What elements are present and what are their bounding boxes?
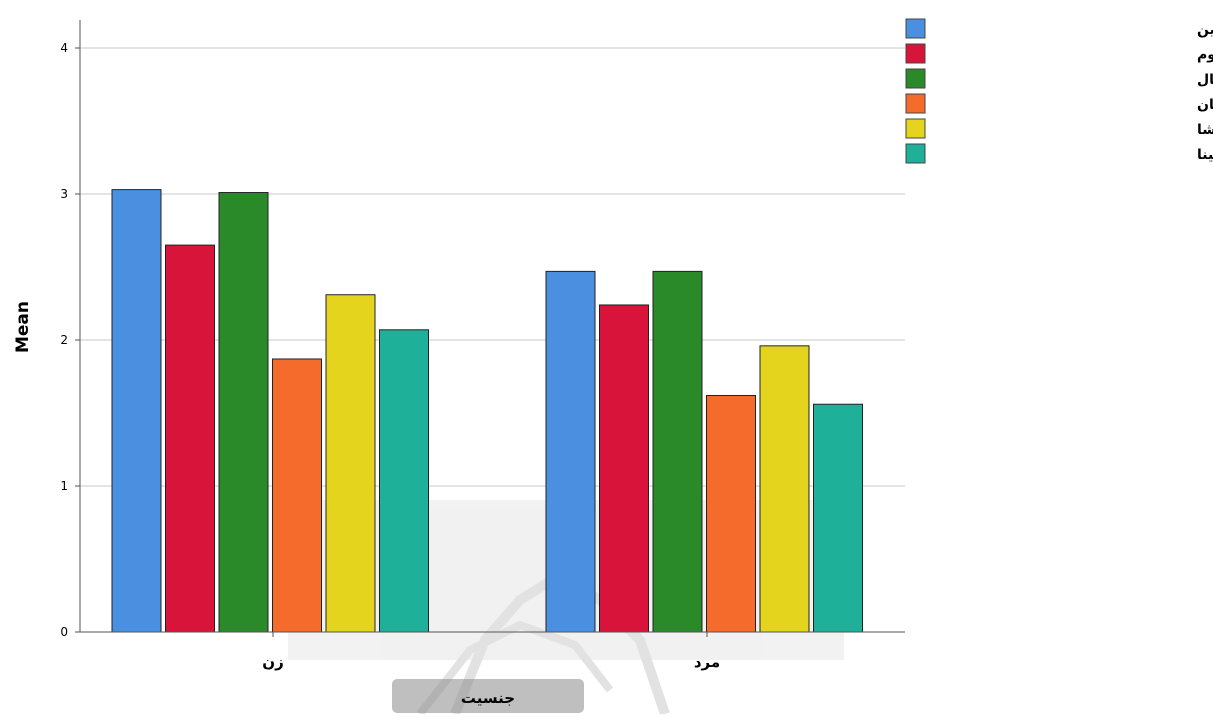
legend-label: مجتمع تجاری گلستان و ایران زمین	[1197, 21, 1213, 38]
x-axis-title: جنسیت	[461, 689, 515, 707]
bar	[325, 294, 376, 633]
x-axis-categories: زن مرد	[262, 632, 720, 671]
y-axis-title: Mean	[13, 301, 33, 353]
bar	[272, 358, 322, 633]
y-tick-label: 0	[60, 625, 68, 639]
legend-swatch	[905, 68, 926, 89]
x-tick-label: زن	[262, 653, 283, 671]
y-tick-label: 2	[60, 333, 68, 347]
legend-swatch	[905, 93, 926, 114]
bar	[813, 403, 863, 633]
legend-label: مجموعه تجاری آبال	[1197, 70, 1213, 88]
bar	[652, 270, 703, 633]
bars	[111, 189, 863, 633]
legend-swatch	[905, 143, 926, 164]
y-tick-label: 3	[60, 187, 68, 201]
bar	[706, 394, 756, 633]
y-tick-label: 1	[60, 479, 68, 493]
bar	[111, 189, 162, 633]
x-axis-title-box: جنسیت	[392, 679, 584, 713]
axes	[79, 20, 905, 633]
legend-swatch	[905, 43, 926, 64]
bar	[759, 345, 810, 633]
bar	[379, 329, 429, 633]
legend-label: مجتمع تجاری گیشا	[1197, 121, 1213, 138]
y-tick-label: 4	[60, 41, 68, 55]
legend-swatch	[905, 118, 926, 139]
bar	[599, 304, 649, 633]
y-axis-ticks: 0 1 2 3 4	[60, 41, 80, 639]
bar	[218, 192, 269, 633]
legend-label: مجموعه تجاری میلاد نور و پلاتینیوم	[1197, 47, 1213, 63]
legend-swatch	[905, 18, 926, 39]
bar	[165, 244, 215, 633]
bar	[545, 270, 596, 633]
x-tick-label: مرد	[694, 653, 720, 671]
legend: مجتمع تجاری گلستان و ایران زمین مجموعه تج…	[905, 18, 1213, 164]
legend-label: مجتمع تجاری مفید ستارخان	[1197, 97, 1213, 113]
legend-label: فرهنگسرای ابن سینا	[1197, 146, 1213, 163]
